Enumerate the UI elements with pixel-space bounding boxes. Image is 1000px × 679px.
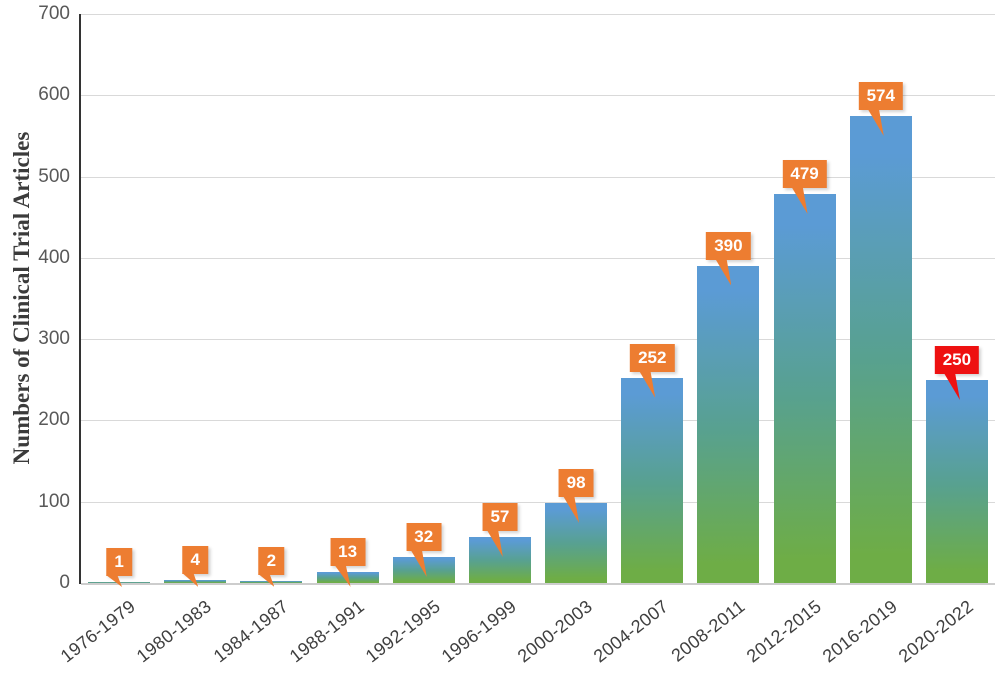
- x-axis-label: 1988-1991: [285, 596, 368, 667]
- x-axis-label: 2012-2015: [742, 596, 825, 667]
- y-axis-tick-label: 300: [38, 328, 70, 350]
- bar: [925, 380, 988, 583]
- x-axis-label: 1992-1995: [361, 596, 445, 667]
- x-axis-label: 2004-2007: [590, 596, 673, 667]
- value-callout: 4: [182, 546, 208, 574]
- value-callout: 252: [630, 344, 675, 372]
- value-callout: 57: [482, 503, 518, 531]
- y-axis-tick-label: 600: [38, 84, 70, 106]
- x-axis-label: 1980-1983: [133, 596, 216, 667]
- gridline: [81, 339, 995, 341]
- x-axis-line: [81, 583, 995, 585]
- y-axis-tick-label: 500: [38, 165, 70, 187]
- gridline: [81, 501, 995, 503]
- x-axis-label: 1984-1987: [209, 596, 292, 667]
- gridline: [81, 420, 995, 422]
- y-axis-tick-label: 100: [38, 490, 70, 512]
- x-axis-label: 2000-2003: [514, 596, 597, 667]
- bar: [773, 194, 836, 583]
- gridline: [81, 176, 995, 178]
- gridline: [81, 14, 995, 15]
- value-callout: 390: [706, 232, 751, 260]
- value-callout: 13: [330, 538, 366, 566]
- value-callout: 574: [858, 82, 903, 110]
- y-axis-tick-label: 700: [38, 3, 70, 24]
- x-axis-label: 2020-2022: [894, 596, 978, 667]
- value-callout: 250: [934, 346, 980, 374]
- bar: [697, 266, 760, 583]
- x-axis-label: 2008-2011: [667, 596, 749, 666]
- bar: [849, 116, 912, 583]
- x-axis-label: 1976-1979: [57, 596, 140, 667]
- y-axis-tick-label: 0: [59, 572, 70, 593]
- plot-area: [81, 14, 995, 583]
- x-axis-label: 1996-1999: [437, 596, 521, 667]
- value-callout: 32: [406, 523, 442, 551]
- x-axis-label: 2016-2019: [818, 596, 902, 667]
- y-axis-tick-label: 400: [38, 246, 70, 268]
- y-axis-tick-label: 200: [38, 409, 70, 431]
- value-callout: 2: [258, 547, 285, 575]
- bar: [621, 378, 684, 583]
- gridline: [81, 95, 995, 97]
- value-callout: 98: [558, 469, 594, 497]
- value-callout: 1: [106, 548, 132, 576]
- y-axis-line: [79, 14, 81, 584]
- value-callout: 479: [782, 160, 827, 188]
- gridline: [81, 257, 995, 259]
